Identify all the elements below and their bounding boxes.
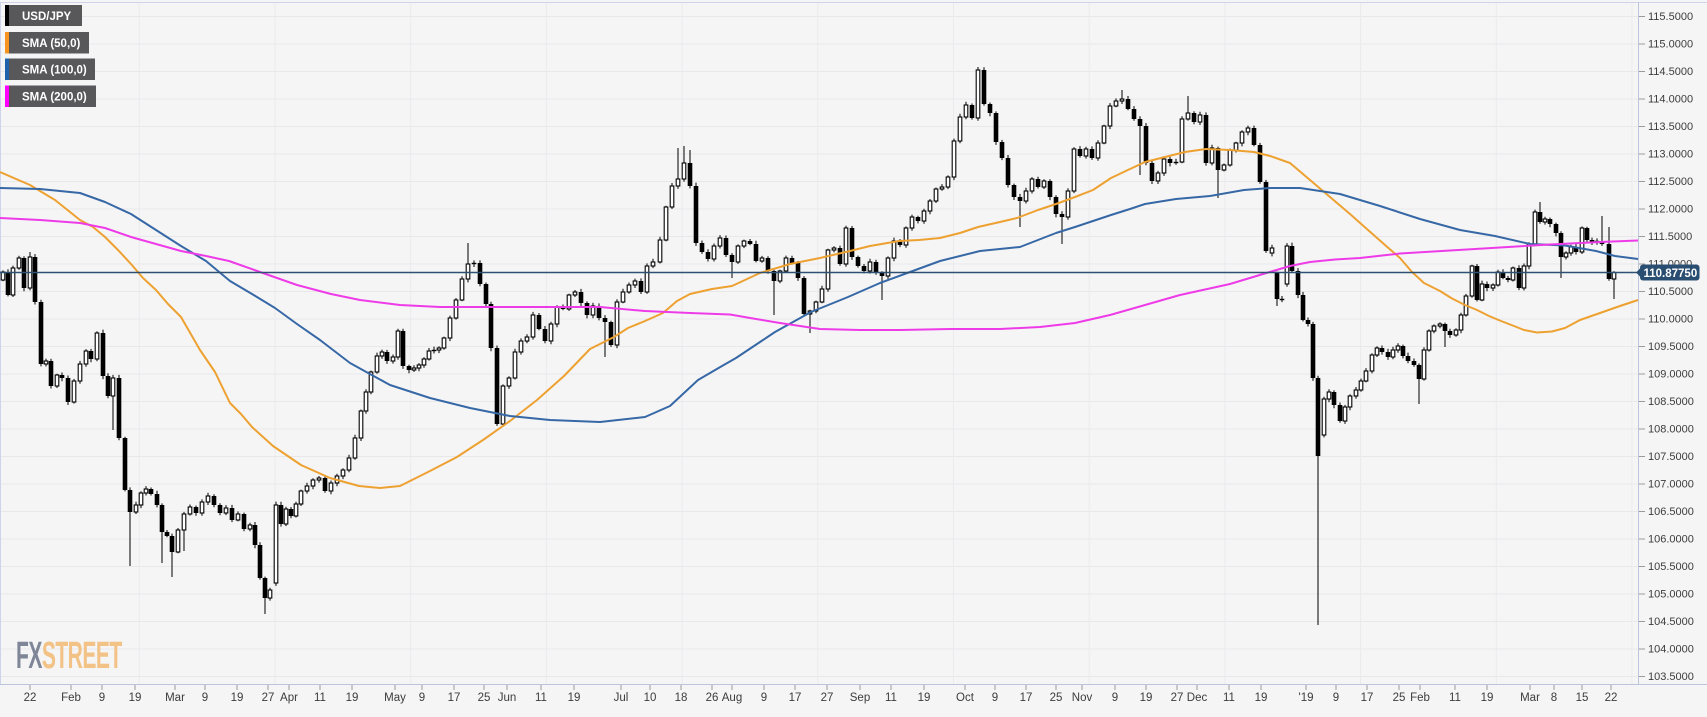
svg-text:FXSTREET: FXSTREET <box>16 633 122 676</box>
svg-text:112.5000: 112.5000 <box>1648 176 1693 188</box>
svg-text:108.5000: 108.5000 <box>1648 396 1694 408</box>
svg-text:Apr: Apr <box>280 692 298 704</box>
svg-text:9: 9 <box>992 692 998 704</box>
svg-text:27: 27 <box>1171 692 1184 704</box>
svg-text:19: 19 <box>918 692 931 704</box>
svg-text:19: 19 <box>346 692 359 704</box>
svg-text:Mar: Mar <box>165 692 185 704</box>
svg-text:SMA (200,0): SMA (200,0) <box>22 92 87 104</box>
svg-text:109.5000: 109.5000 <box>1648 341 1694 353</box>
svg-text:107.5000: 107.5000 <box>1648 451 1694 463</box>
svg-text:22: 22 <box>1605 692 1618 704</box>
svg-text:22: 22 <box>24 692 37 704</box>
svg-text:106.5000: 106.5000 <box>1648 506 1694 518</box>
svg-text:May: May <box>384 692 406 704</box>
svg-text:115.5000: 115.5000 <box>1648 11 1693 23</box>
svg-text:19: 19 <box>231 692 244 704</box>
svg-text:104.5000: 104.5000 <box>1648 616 1694 628</box>
svg-text:Mar: Mar <box>1520 692 1540 704</box>
svg-text:108.0000: 108.0000 <box>1648 424 1694 436</box>
svg-text:19: 19 <box>1140 692 1153 704</box>
svg-text:Dec: Dec <box>1187 692 1208 704</box>
svg-text:112.0000: 112.0000 <box>1648 204 1693 216</box>
svg-text:19: 19 <box>1481 692 1494 704</box>
svg-text:113.5000: 113.5000 <box>1648 121 1693 133</box>
svg-text:15: 15 <box>1576 692 1589 704</box>
svg-text:SMA (50,0): SMA (50,0) <box>22 38 81 50</box>
svg-text:25: 25 <box>478 692 491 704</box>
svg-text:105.0000: 105.0000 <box>1648 589 1694 601</box>
svg-text:27: 27 <box>821 692 834 704</box>
svg-text:104.0000: 104.0000 <box>1648 644 1694 656</box>
svg-text:107.0000: 107.0000 <box>1648 479 1694 491</box>
svg-text:10: 10 <box>644 692 657 704</box>
svg-text:110.5000: 110.5000 <box>1648 286 1693 298</box>
svg-text:19: 19 <box>568 692 581 704</box>
svg-text:Jun: Jun <box>498 692 517 704</box>
svg-text:9: 9 <box>419 692 425 704</box>
svg-text:25: 25 <box>1393 692 1406 704</box>
svg-text:26: 26 <box>706 692 719 704</box>
svg-text:105.5000: 105.5000 <box>1648 561 1694 573</box>
svg-text:Sep: Sep <box>850 692 870 704</box>
svg-text:11: 11 <box>885 692 897 704</box>
svg-text:114.5000: 114.5000 <box>1648 66 1693 78</box>
svg-text:17: 17 <box>1020 692 1033 704</box>
svg-text:17: 17 <box>1361 692 1374 704</box>
svg-text:19: 19 <box>129 692 142 704</box>
svg-text:11: 11 <box>314 692 326 704</box>
svg-text:17: 17 <box>789 692 802 704</box>
svg-text:27: 27 <box>262 692 275 704</box>
svg-text:17: 17 <box>448 692 461 704</box>
svg-text:25: 25 <box>1050 692 1063 704</box>
svg-text:9: 9 <box>1112 692 1118 704</box>
svg-text:Oct: Oct <box>956 692 975 704</box>
svg-text:8: 8 <box>1551 692 1557 704</box>
svg-text:Feb: Feb <box>1410 692 1430 704</box>
svg-text:9: 9 <box>99 692 105 704</box>
svg-text:103.5000: 103.5000 <box>1648 671 1694 683</box>
svg-text:110.87750: 110.87750 <box>1644 268 1698 280</box>
svg-text:106.0000: 106.0000 <box>1648 534 1694 546</box>
svg-text:113.0000: 113.0000 <box>1648 149 1693 161</box>
svg-text:9: 9 <box>202 692 208 704</box>
svg-text:'19: '19 <box>1299 692 1314 704</box>
svg-text:115.0000: 115.0000 <box>1648 39 1693 51</box>
svg-text:9: 9 <box>761 692 767 704</box>
svg-text:Jul: Jul <box>614 692 629 704</box>
svg-text:Aug: Aug <box>722 692 742 704</box>
svg-text:110.0000: 110.0000 <box>1648 314 1693 326</box>
svg-text:19: 19 <box>1255 692 1268 704</box>
svg-text:SMA (100,0): SMA (100,0) <box>22 65 87 77</box>
svg-text:111.5000: 111.5000 <box>1648 231 1692 243</box>
svg-text:9: 9 <box>1333 692 1339 704</box>
svg-text:11: 11 <box>1223 692 1235 704</box>
svg-text:18: 18 <box>675 692 688 704</box>
svg-text:114.0000: 114.0000 <box>1648 94 1693 106</box>
svg-text:11: 11 <box>535 692 547 704</box>
svg-text:11: 11 <box>1449 692 1461 704</box>
svg-text:Nov: Nov <box>1072 692 1093 704</box>
svg-text:Feb: Feb <box>61 692 81 704</box>
svg-text:USD/JPY: USD/JPY <box>22 11 72 23</box>
svg-text:109.0000: 109.0000 <box>1648 369 1694 381</box>
